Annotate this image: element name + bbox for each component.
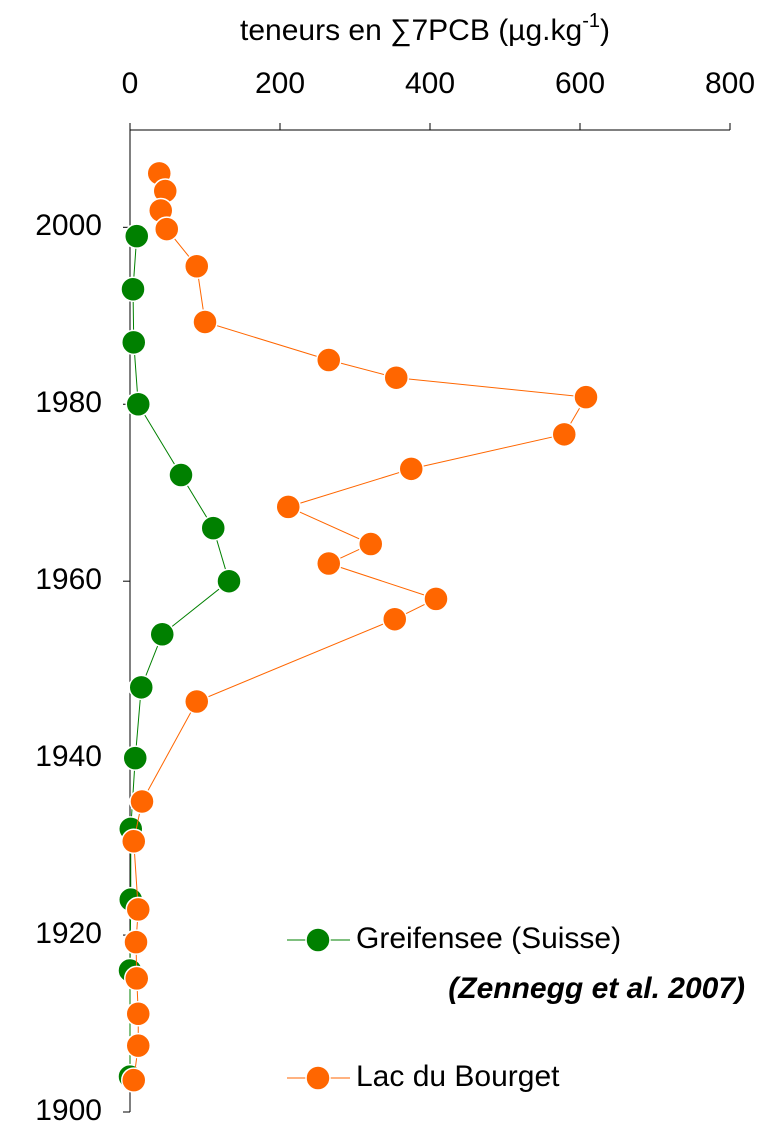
marker (125, 391, 151, 418)
marker (125, 896, 151, 923)
marker (120, 276, 146, 302)
marker (382, 606, 408, 632)
marker (168, 462, 194, 488)
marker (129, 788, 155, 815)
marker (125, 1032, 151, 1059)
marker (121, 828, 147, 855)
marker (124, 965, 150, 992)
legend-marker (305, 1065, 331, 1091)
marker (573, 384, 599, 410)
marker (192, 309, 218, 335)
marker (398, 456, 424, 482)
marker (383, 364, 409, 391)
x-tick-label: 200 (255, 67, 305, 100)
marker (423, 586, 449, 612)
y-tick-label: 1920 (35, 917, 102, 950)
marker (275, 494, 301, 520)
marker (154, 216, 180, 242)
marker (184, 688, 210, 715)
marker (125, 1001, 151, 1027)
marker (551, 421, 577, 448)
y-tick-label: 1980 (35, 386, 102, 419)
y-tick-label: 1960 (35, 563, 102, 596)
marker (128, 674, 154, 701)
marker (123, 929, 149, 955)
legend-marker (305, 927, 331, 953)
marker (149, 621, 175, 648)
marker (200, 515, 226, 541)
marker (121, 1067, 147, 1093)
x-tick-label: 0 (122, 67, 139, 100)
x-tick-label: 400 (405, 67, 455, 100)
y-tick-label: 1940 (35, 740, 102, 773)
marker (121, 329, 147, 356)
marker (358, 531, 384, 557)
marker (184, 253, 210, 279)
chart-title: teneurs en ∑7PCB (µg.kg-1) (240, 10, 610, 47)
y-tick-label: 1900 (35, 1094, 102, 1127)
marker (124, 223, 150, 249)
legend-label: Lac du Bourget (356, 1060, 560, 1093)
legend-label: Greifensee (Suisse) (356, 922, 621, 955)
y-tick-label: 2000 (35, 209, 102, 242)
marker (216, 568, 242, 594)
marker (316, 347, 342, 373)
marker (122, 745, 148, 771)
annotation: (Zennegg et al. 2007) (448, 972, 745, 1005)
x-tick-label: 800 (705, 67, 755, 100)
x-tick-label: 600 (555, 67, 605, 100)
marker (316, 550, 342, 577)
